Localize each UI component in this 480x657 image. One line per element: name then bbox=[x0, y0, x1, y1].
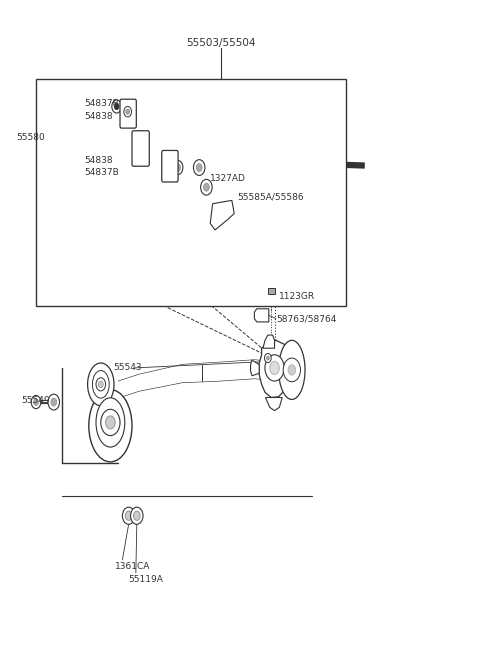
Circle shape bbox=[172, 160, 183, 175]
Circle shape bbox=[193, 160, 205, 175]
Circle shape bbox=[136, 143, 145, 155]
Circle shape bbox=[125, 511, 132, 520]
Text: 58763/58764: 58763/58764 bbox=[276, 314, 336, 323]
Circle shape bbox=[106, 416, 115, 429]
Circle shape bbox=[288, 365, 296, 375]
Circle shape bbox=[96, 378, 106, 391]
Circle shape bbox=[126, 109, 130, 114]
Text: 1327AD: 1327AD bbox=[210, 174, 246, 183]
Circle shape bbox=[263, 313, 265, 317]
Ellipse shape bbox=[92, 371, 109, 398]
Circle shape bbox=[168, 165, 171, 170]
Circle shape bbox=[270, 361, 279, 374]
Circle shape bbox=[112, 100, 121, 113]
Circle shape bbox=[31, 396, 41, 409]
Polygon shape bbox=[119, 360, 269, 397]
Ellipse shape bbox=[89, 390, 132, 462]
Circle shape bbox=[204, 183, 209, 191]
Polygon shape bbox=[259, 340, 288, 397]
Text: 55580: 55580 bbox=[16, 133, 45, 143]
Circle shape bbox=[133, 511, 140, 520]
Text: 55543: 55543 bbox=[113, 363, 142, 373]
Bar bbox=[268, 288, 275, 294]
Circle shape bbox=[98, 381, 103, 388]
Circle shape bbox=[48, 394, 60, 410]
Polygon shape bbox=[251, 360, 259, 376]
Circle shape bbox=[124, 106, 132, 117]
Circle shape bbox=[283, 358, 300, 382]
FancyBboxPatch shape bbox=[132, 131, 149, 166]
Text: 55119A: 55119A bbox=[129, 575, 164, 584]
Circle shape bbox=[139, 147, 143, 152]
Polygon shape bbox=[265, 397, 282, 411]
Circle shape bbox=[34, 399, 38, 405]
Circle shape bbox=[266, 356, 269, 360]
Text: 55503/55504: 55503/55504 bbox=[186, 37, 255, 48]
Polygon shape bbox=[210, 200, 234, 230]
Text: 1123GR: 1123GR bbox=[279, 292, 315, 302]
Circle shape bbox=[131, 507, 143, 524]
Text: 54838: 54838 bbox=[84, 112, 113, 122]
Circle shape bbox=[51, 398, 57, 406]
Circle shape bbox=[114, 103, 119, 110]
Circle shape bbox=[265, 355, 284, 381]
Bar bbox=[36, 79, 346, 306]
Ellipse shape bbox=[96, 398, 125, 447]
Circle shape bbox=[175, 164, 180, 171]
Polygon shape bbox=[254, 309, 269, 322]
Circle shape bbox=[101, 409, 120, 436]
Ellipse shape bbox=[278, 340, 305, 399]
Text: 1361CA: 1361CA bbox=[115, 562, 151, 571]
Circle shape bbox=[122, 507, 135, 524]
Polygon shape bbox=[263, 335, 275, 348]
Circle shape bbox=[264, 353, 271, 363]
FancyBboxPatch shape bbox=[162, 150, 178, 182]
Circle shape bbox=[201, 179, 212, 195]
Text: 54838: 54838 bbox=[84, 156, 113, 165]
Text: 55549: 55549 bbox=[22, 396, 50, 405]
Text: 54837B: 54837B bbox=[84, 99, 119, 108]
Circle shape bbox=[165, 162, 174, 173]
Circle shape bbox=[260, 310, 268, 321]
FancyBboxPatch shape bbox=[120, 99, 136, 128]
Ellipse shape bbox=[87, 363, 114, 406]
Circle shape bbox=[196, 164, 202, 171]
Text: 55585A/55586: 55585A/55586 bbox=[238, 193, 304, 202]
Text: 54837B: 54837B bbox=[84, 168, 119, 177]
